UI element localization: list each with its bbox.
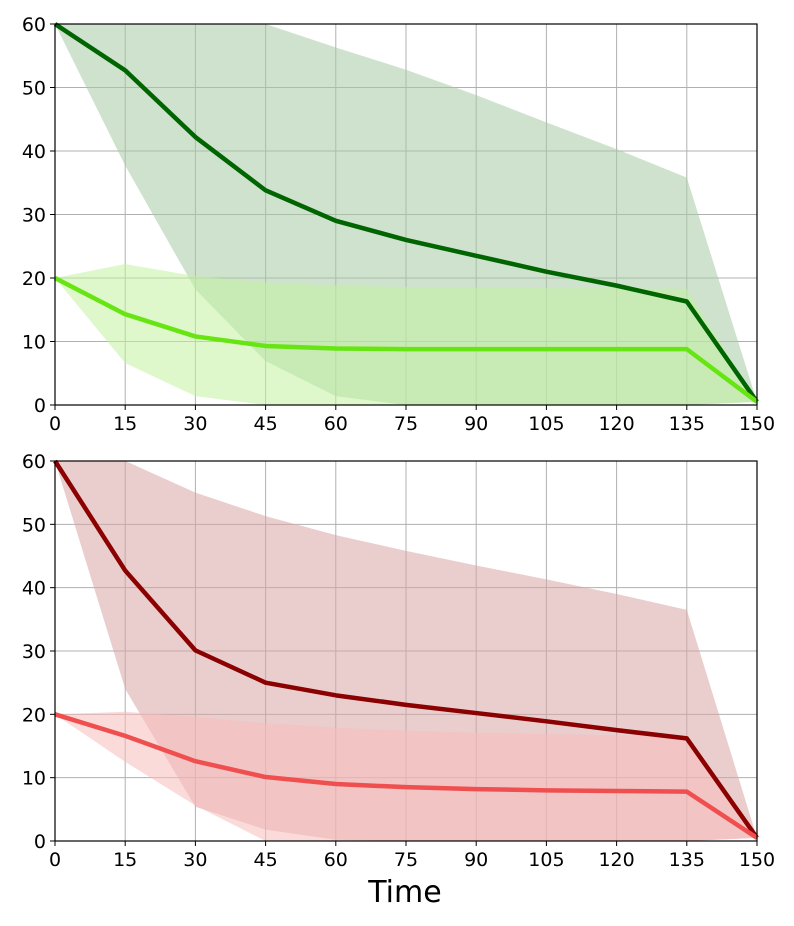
- y-tick-label: 0: [34, 395, 46, 417]
- y-tick-label: 30: [22, 641, 46, 663]
- x-axis-label: Time: [367, 875, 441, 910]
- series-1-confidence-band: [55, 711, 757, 841]
- x-tick-label: 120: [598, 849, 634, 871]
- x-tick-label: 120: [598, 413, 634, 435]
- x-tick-label: 30: [183, 413, 207, 435]
- bottom-chart-panel: 0 15 30 45 60 75 90 105 120 135 150 0 10 20 30 40 50 60: [22, 451, 775, 871]
- y-tick-label: 50: [22, 78, 46, 100]
- series-0-line: [53, 22, 759, 404]
- x-tick-label: 0: [49, 849, 61, 871]
- series-1-line: [53, 276, 759, 404]
- x-tick-label: 90: [464, 413, 488, 435]
- y-tick-label: 40: [22, 141, 46, 163]
- x-tick-label: 45: [254, 849, 278, 871]
- x-tick-label: 75: [394, 849, 418, 871]
- series-1-confidence-band: [55, 264, 757, 405]
- y-tick-label: 0: [34, 831, 46, 853]
- series-0-line: [53, 459, 759, 840]
- x-tick-label: 90: [464, 849, 488, 871]
- x-tick-label: 105: [528, 849, 564, 871]
- y-tick-label: 60: [22, 451, 46, 473]
- series-1-line: [54, 712, 759, 840]
- x-tick-label: 135: [669, 849, 705, 871]
- x-tick-label: 150: [739, 849, 775, 871]
- y-tick-label: 60: [22, 14, 46, 36]
- top-chart-panel: 0 15 30 45 60 75 90 105 120 135 150 0 10 20 30 40 50 60: [22, 14, 775, 435]
- y-tick-label: 10: [22, 332, 46, 354]
- x-tick-label: 60: [324, 849, 348, 871]
- x-tick-label: 30: [183, 849, 207, 871]
- x-tick-label: 135: [669, 413, 705, 435]
- x-tick-label: 150: [739, 413, 775, 435]
- y-tick-label: 30: [22, 205, 46, 227]
- x-tick-label: 15: [113, 849, 137, 871]
- x-tick-label: 0: [49, 413, 61, 435]
- y-tick-label: 20: [22, 268, 46, 290]
- x-tick-label: 15: [113, 413, 137, 435]
- x-tick-label: 105: [528, 413, 564, 435]
- x-tick-label: 60: [324, 413, 348, 435]
- x-tick-label: 75: [394, 413, 418, 435]
- y-tick-label: 50: [22, 514, 46, 536]
- y-tick-label: 40: [22, 578, 46, 600]
- x-tick-label: 45: [254, 413, 278, 435]
- y-tick-label: 20: [22, 704, 46, 726]
- y-tick-label: 10: [22, 768, 46, 790]
